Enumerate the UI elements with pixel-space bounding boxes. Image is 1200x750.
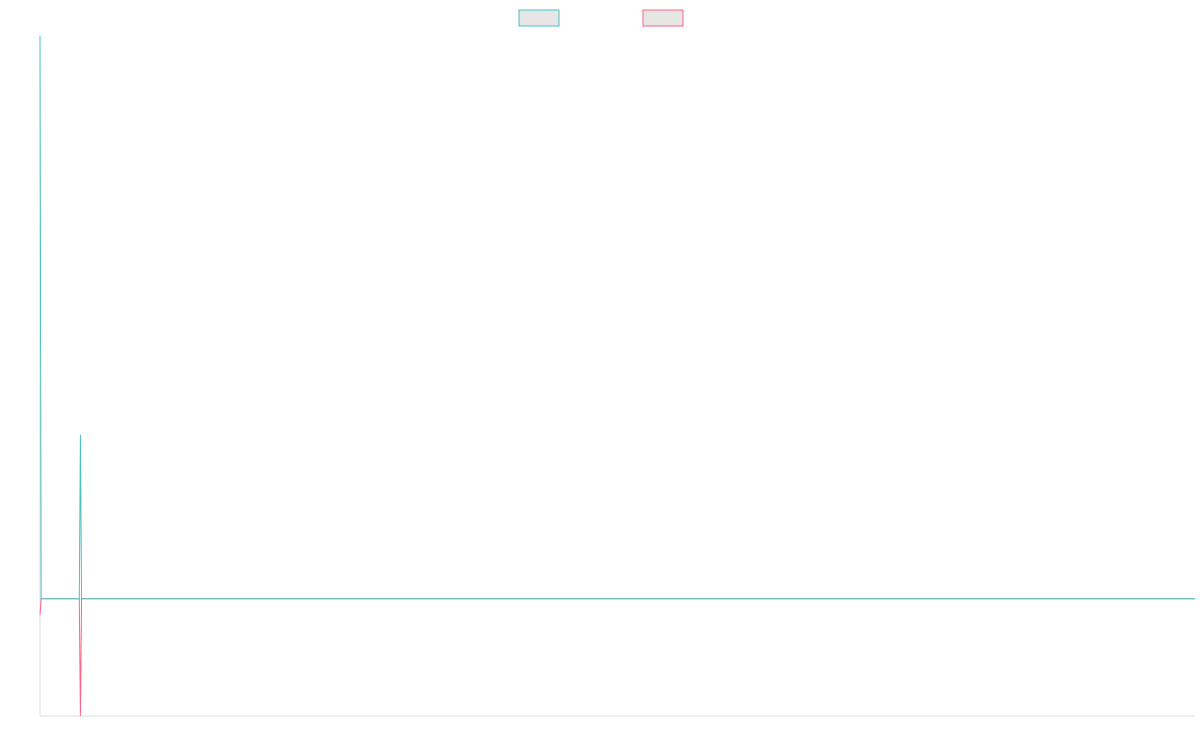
plot-area <box>39 35 1195 717</box>
series-line-1 <box>39 35 1195 600</box>
legend-item-2[interactable] <box>642 9 684 27</box>
legend[interactable] <box>518 9 684 27</box>
axes <box>39 36 1195 717</box>
legend-item-1[interactable] <box>518 9 560 27</box>
legend-swatch-2[interactable] <box>642 9 684 27</box>
series-line-2 <box>39 598 1195 717</box>
legend-swatch-1[interactable] <box>518 9 560 27</box>
